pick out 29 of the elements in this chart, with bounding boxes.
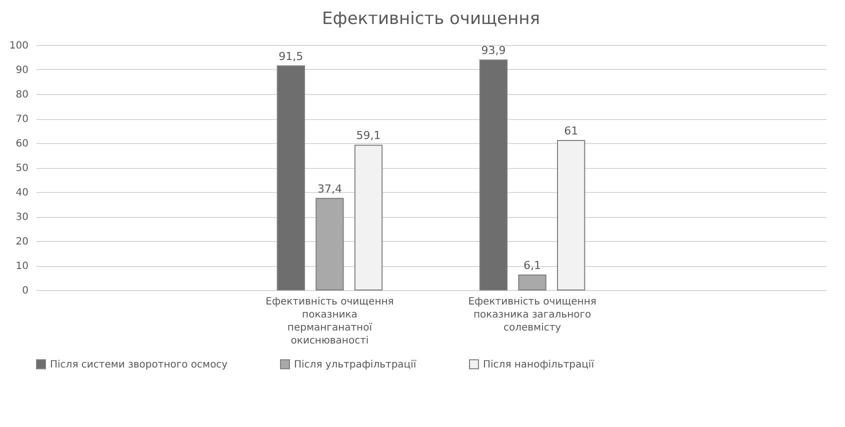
bar — [316, 198, 344, 290]
y-tick-label: 10 — [16, 261, 28, 272]
data-label: 37,4 — [317, 182, 342, 196]
bar — [276, 65, 306, 290]
bar — [556, 140, 586, 290]
y-tick-label: 100 — [9, 40, 28, 52]
chart-title: Ефективність очищення — [322, 9, 540, 29]
x-tick-label: Ефективність очищення показника загального солевмісту — [468, 296, 596, 334]
data-label: 61 — [564, 124, 578, 138]
data-label: 59,1 — [356, 129, 381, 142]
y-tick-label: 60 — [16, 138, 28, 150]
legend-label: Після ультрафільтрації — [294, 359, 416, 370]
bar — [354, 144, 383, 290]
y-tick-label: 70 — [16, 114, 28, 125]
y-tick-label: 0 — [22, 286, 28, 296]
y-tick-label: 50 — [16, 163, 28, 174]
y-tick-label: 80 — [16, 90, 28, 100]
x-tick-label: Ефективність очищення показника перманганатної окиснюваності — [266, 296, 394, 346]
y-tick-label: 20 — [16, 236, 28, 248]
bar — [479, 59, 508, 290]
y-tick-label: 40 — [16, 188, 28, 198]
legend-label: Після системи зворотного осмосу — [50, 359, 228, 370]
data-label: 93,9 — [481, 44, 506, 57]
y-tick-label: 90 — [16, 65, 28, 76]
bar — [518, 274, 546, 290]
data-label: 6,1 — [524, 259, 542, 272]
data-label: 91,5 — [278, 50, 304, 63]
y-tick-label: 30 — [16, 212, 28, 223]
legend-label: Після нанофільтрації — [483, 359, 594, 370]
